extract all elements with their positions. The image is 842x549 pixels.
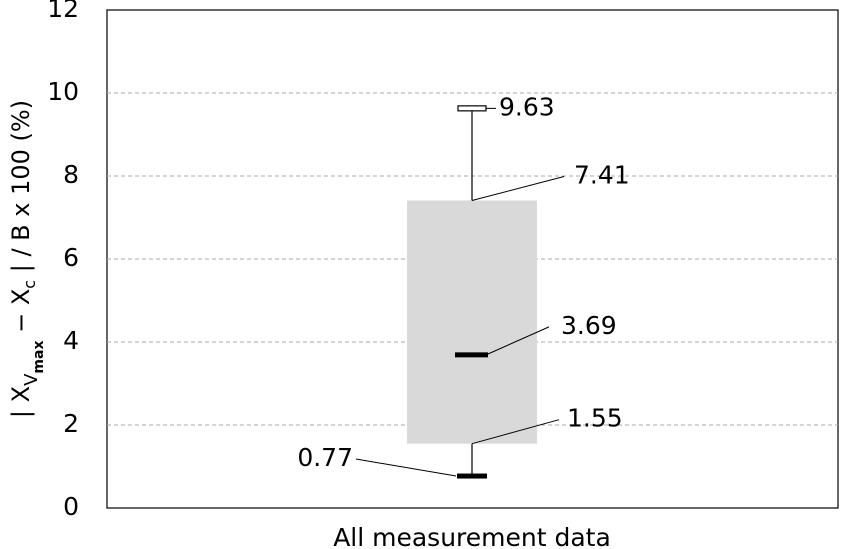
y-axis-label-part: V xyxy=(21,373,42,386)
annotation-leader xyxy=(471,419,560,445)
annotation-leader xyxy=(355,458,457,477)
y-axis-label-part: − X xyxy=(7,289,35,341)
max-marker xyxy=(457,105,487,112)
y-axis-label-part: | X xyxy=(7,386,35,418)
y-tick-label: 2 xyxy=(63,409,79,438)
y-tick-label: 0 xyxy=(63,492,79,521)
annotation-leader xyxy=(485,326,550,356)
y-axis-label-part: c xyxy=(20,280,39,289)
min-marker xyxy=(457,473,487,479)
annotation-leader xyxy=(471,176,565,201)
y-axis-label-part: max xyxy=(31,341,47,374)
y-axis-label-part: | / B x 100 (%) xyxy=(7,100,35,280)
value-label: 9.63 xyxy=(499,92,555,121)
y-axis-label: | XVmax − Xc | / B x 100 (%) xyxy=(7,100,47,418)
y-tick-label: 6 xyxy=(63,243,79,272)
x-tick-label: All measurement data xyxy=(333,523,611,549)
box xyxy=(407,200,537,444)
y-tick-label: 4 xyxy=(63,326,79,355)
value-label: 0.77 xyxy=(297,443,353,472)
value-label: 3.69 xyxy=(561,311,617,340)
y-tick-label: 10 xyxy=(47,77,79,106)
median-line xyxy=(455,352,488,358)
y-tick-label: 12 xyxy=(47,0,79,23)
value-label: 7.41 xyxy=(574,160,630,189)
y-tick-label: 8 xyxy=(63,160,79,189)
value-label: 1.55 xyxy=(567,404,623,433)
